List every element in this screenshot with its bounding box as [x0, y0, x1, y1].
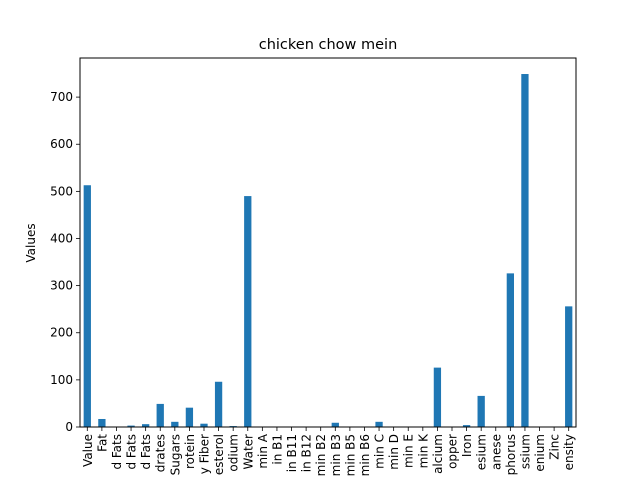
x-tick-label: y Fiber: [198, 434, 212, 474]
y-tick-label: 200: [50, 326, 73, 340]
bar: [244, 196, 252, 427]
bar: [142, 424, 150, 427]
bar: [200, 423, 208, 427]
x-tick-label: Sugars: [168, 434, 182, 475]
y-tick-label: 400: [50, 231, 73, 245]
bar: [521, 74, 529, 428]
x-tick-label: in B12: [300, 434, 314, 472]
bar: [477, 395, 485, 427]
bar: [185, 407, 194, 427]
x-tick-label: min B5: [343, 434, 357, 476]
bar: [127, 425, 135, 427]
bar: [171, 421, 179, 427]
bar: [214, 381, 223, 427]
x-tick-label: min A: [256, 433, 270, 468]
y-tick-label: 100: [50, 373, 73, 387]
x-tick-label: Value: [81, 434, 95, 467]
bar: [565, 306, 573, 427]
x-tick-label: phorus: [504, 434, 518, 475]
y-tick-label: 300: [50, 279, 73, 293]
x-tick-label: odium: [227, 434, 241, 472]
x-axis-ticks: Value Fat d Fats d Fats d Fats drates Sugars ro…: [81, 427, 576, 476]
y-tick-label: 600: [50, 137, 73, 151]
y-tick-label: 500: [50, 184, 73, 198]
y-axis-label: Values: [24, 223, 38, 262]
plot-frame: [79, 57, 577, 428]
bar: [156, 403, 164, 427]
x-tick-label: min K: [416, 433, 430, 468]
x-tick-label: min E: [402, 434, 416, 468]
x-tick-label: drates: [154, 434, 168, 472]
x-tick-label: d Fats: [139, 434, 153, 470]
x-tick-label: Water: [241, 434, 255, 470]
x-tick-label: ensity: [562, 434, 576, 470]
x-tick-label: esterol: [212, 434, 226, 475]
bar: [433, 367, 442, 427]
x-tick-label: min B6: [358, 434, 372, 476]
y-tick-label: 700: [50, 90, 73, 104]
x-tick-label: in B1: [270, 434, 284, 465]
bars-group: [83, 74, 573, 428]
x-tick-label: Fat: [95, 434, 109, 452]
x-tick-label: opper: [446, 434, 460, 469]
x-tick-label: anese: [489, 434, 503, 470]
bar: [83, 185, 91, 427]
x-tick-label: Zinc: [548, 434, 562, 460]
bar: [506, 273, 514, 427]
bar: [462, 425, 471, 427]
x-tick-label: min B2: [314, 434, 328, 476]
x-tick-label: d Fats: [125, 434, 139, 470]
x-tick-label: min B3: [329, 434, 343, 476]
x-tick-label: min D: [387, 434, 401, 470]
x-tick-label: esium: [475, 434, 489, 470]
bar: [375, 421, 383, 427]
x-tick-label: enium: [533, 434, 547, 472]
x-tick-label: Iron: [460, 434, 474, 457]
x-tick-label: ssium: [518, 434, 532, 469]
bar: [331, 422, 339, 427]
bar: [98, 418, 106, 427]
x-tick-label: d Fats: [110, 434, 124, 470]
x-tick-label: min C: [373, 434, 387, 469]
x-tick-label: alcium: [431, 434, 445, 474]
y-tick-label: 0: [65, 420, 73, 434]
x-tick-label: rotein: [183, 434, 197, 469]
x-tick-label: in B11: [285, 434, 299, 472]
y-axis-ticks: 0 100 200 300 400 500 600 700: [50, 90, 80, 434]
chart-title: chicken chow mein: [259, 37, 398, 53]
